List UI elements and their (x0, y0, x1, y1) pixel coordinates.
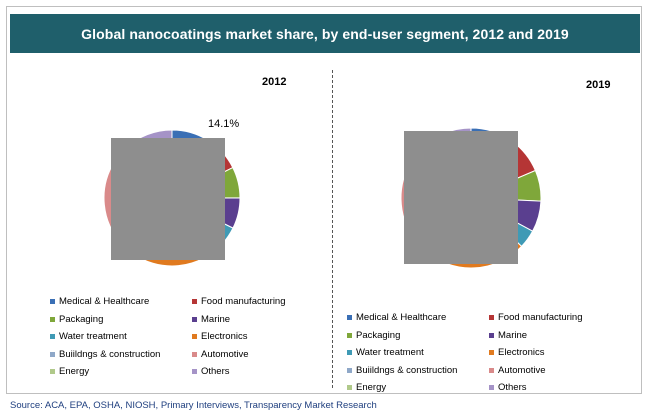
year-label-2019: 2019 (586, 79, 611, 91)
legend-label: Medical & Healthcare (59, 296, 150, 307)
legend-swatch (347, 367, 352, 373)
legend-label: Energy (59, 366, 90, 377)
legend-item-buiildngs-construction: Buiildngs & construction (347, 365, 457, 376)
legend-swatch (192, 299, 197, 304)
legend-swatch (50, 299, 55, 304)
legend-swatch (50, 369, 55, 374)
chart-title: Global nanocoatings market share, by end… (10, 14, 640, 53)
legend-label: Packaging (356, 329, 401, 341)
legend-item-water-treatment: Water treatment (50, 331, 127, 342)
panel-divider (332, 70, 333, 388)
legend-item-marine: Marine (489, 330, 527, 341)
legend-label: Others (498, 382, 527, 393)
legend-label: Electronics (498, 347, 545, 358)
legend-label: Marine (498, 329, 528, 341)
legend-label: Energy (356, 382, 387, 393)
legend-label: Water treatment (59, 331, 127, 342)
legend-item-automotive: Automotive (489, 365, 546, 376)
year-label-2012: 2012 (262, 76, 287, 88)
legend-swatch (192, 351, 197, 357)
legend-swatch (347, 315, 352, 320)
legend-swatch (489, 367, 494, 373)
legend-swatch (489, 385, 494, 390)
legend-label: Electronics (201, 331, 248, 342)
legend-item-food-manufacturing: Food manufacturing (489, 312, 583, 323)
legend-swatch (192, 369, 197, 374)
legend-swatch (489, 315, 494, 320)
legend-label: Others (201, 366, 230, 377)
legend-label: Water treatment (356, 347, 424, 358)
legend-item-medical-healthcare: Medical & Healthcare (347, 312, 446, 323)
legend-swatch (489, 350, 494, 355)
legend-swatch (50, 316, 55, 322)
legend-item-water-treatment: Water treatment (347, 347, 424, 358)
legend-swatch (347, 385, 352, 390)
legend-item-electronics: Electronics (192, 331, 247, 342)
legend-item-automotive: Automotive (192, 349, 249, 360)
legend-item-others: Others (489, 382, 527, 393)
legend-label: Medical & Healthcare (356, 312, 447, 323)
legend-swatch (50, 334, 55, 339)
legend-swatch (347, 332, 352, 338)
legend-label: Marine (201, 313, 231, 325)
legend-item-food-manufacturing: Food manufacturing (192, 296, 286, 307)
legend-item-energy: Energy (50, 366, 89, 377)
legend-label: Food manufacturing (498, 312, 583, 323)
legend-label: Packaging (59, 313, 104, 325)
legend-label: Buiildngs & construction (356, 364, 458, 376)
legend-swatch (50, 351, 55, 357)
legend-item-others: Others (192, 366, 230, 377)
legend-item-marine: Marine (192, 314, 230, 325)
legend-item-packaging: Packaging (50, 314, 103, 325)
legend-item-buiildngs-construction: Buiildngs & construction (50, 349, 160, 360)
legend-item-electronics: Electronics (489, 347, 544, 358)
legend-item-packaging: Packaging (347, 330, 400, 341)
legend-swatch (192, 316, 197, 322)
legend-swatch (347, 350, 352, 355)
legend-item-medical-healthcare: Medical & Healthcare (50, 296, 149, 307)
legend-label: Automotive (201, 348, 249, 360)
annotation-2012: 14.1% (208, 118, 240, 130)
legend-label: Food manufacturing (201, 296, 286, 307)
image-placeholder-2012 (111, 138, 225, 260)
image-placeholder-2019 (404, 131, 518, 264)
legend-swatch (192, 334, 197, 339)
legend-label: Buiildngs & construction (59, 348, 161, 360)
legend-label: Automotive (498, 364, 546, 376)
source-note: Source: ACA, EPA, OSHA, NIOSH, Primary I… (10, 400, 377, 411)
legend-item-energy: Energy (347, 382, 386, 393)
legend-swatch (489, 332, 494, 338)
